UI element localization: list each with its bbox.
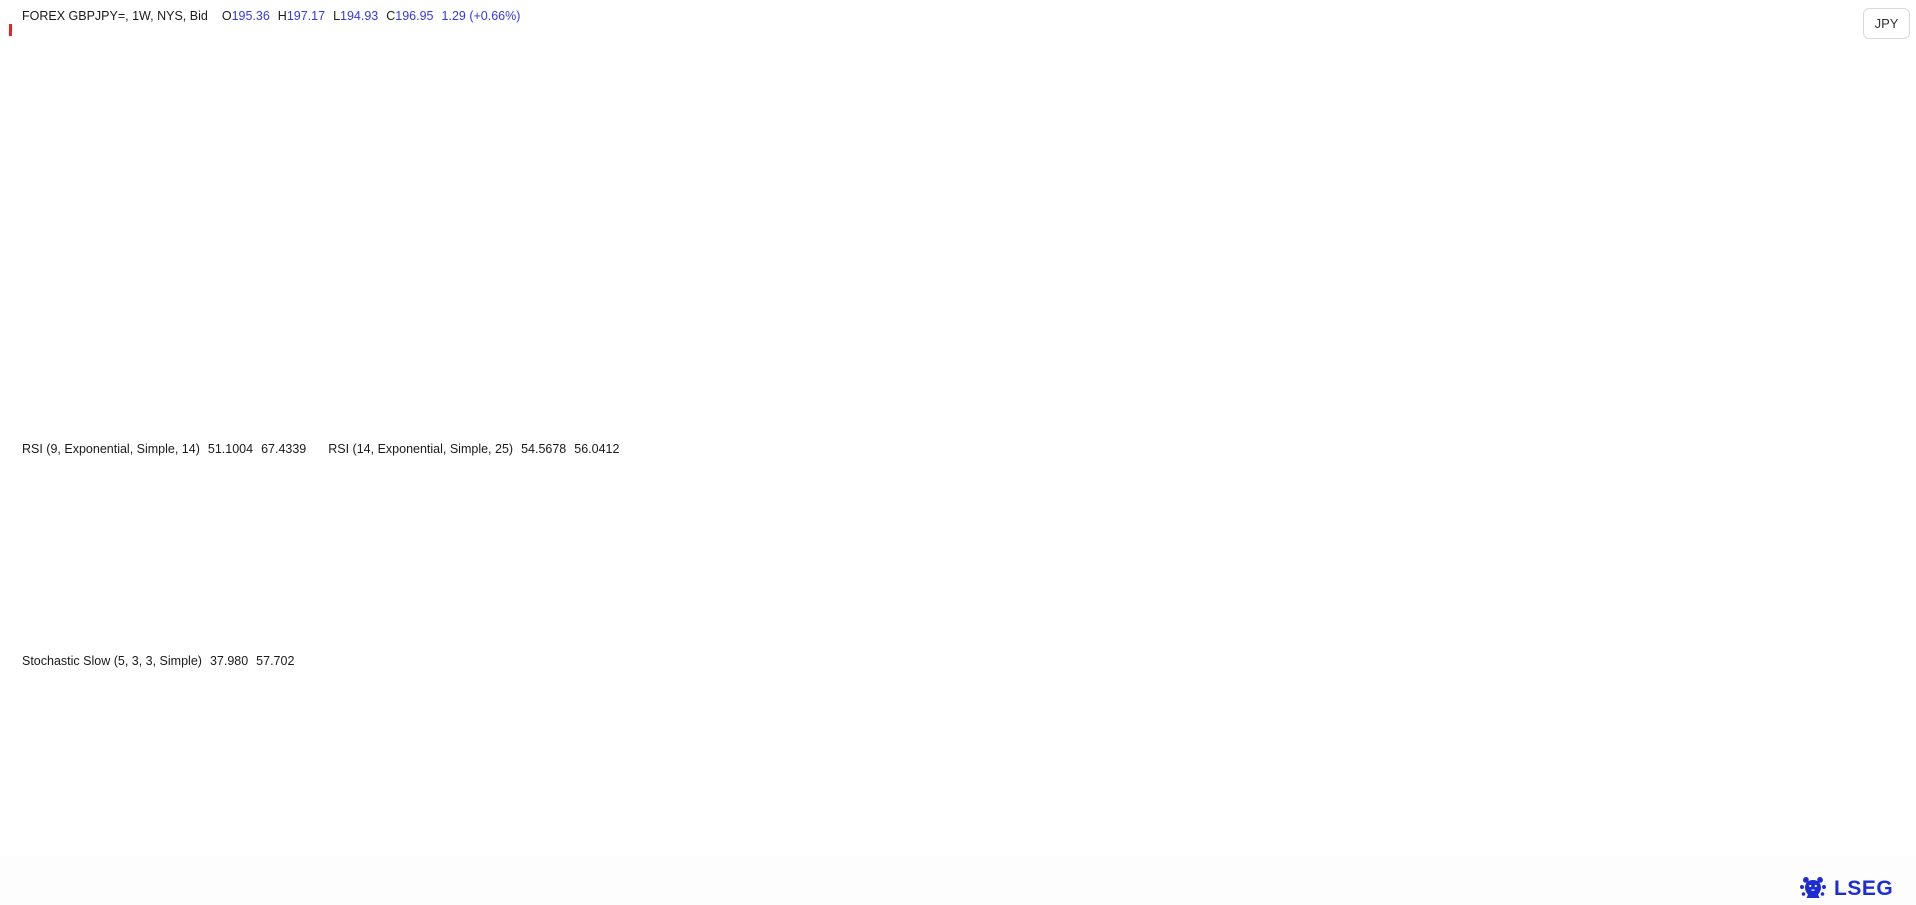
high-label: H [277,9,287,23]
stochastic-legend-label: Stochastic Slow (5, 3, 3, Simple) [22,654,202,668]
rsi-legend[interactable]: RSI (9, Exponential, Simple, 14) 51.1004… [22,442,619,456]
close-label: C [386,9,396,23]
low-label: L [333,9,341,23]
time-axis-bar [0,856,1916,905]
stochastic-value-1: 37.980 [209,654,249,668]
rsi-value-4: 56.0412 [574,442,620,456]
stochastic-value-2: 57.702 [256,654,295,668]
time-axis-labels [0,856,1856,880]
rsi-legend-label-2: RSI (14, Exponential, Simple, 25) [328,442,514,456]
rsi-value-1: 51.1004 [207,442,254,456]
ohlc-readout: O195.36 H197.17 L194.93 C196.95 1.29 (+0… [222,9,521,23]
lseg-logo-text: LSEG [1834,876,1894,900]
lseg-crest-icon [1800,877,1826,898]
stochastic-legend[interactable]: Stochastic Slow (5, 3, 3, Simple) 37.980… [22,654,294,668]
rsi-value-2: 67.4339 [261,442,307,456]
open-label: O [221,9,232,23]
lseg-logo: LSEG [1798,875,1893,902]
open-value: 195.36 [231,9,270,23]
close-value: 196.95 [395,9,434,23]
instrument-legend: FOREX GBPJPY=, 1W, NYS, Bid O195.36 H197… [22,9,544,23]
rsi-legend-label-1: RSI (9, Exponential, Simple, 14) [22,442,200,456]
high-value: 197.17 [286,9,326,23]
net-change: 1.29 (+0.66%) [441,9,521,23]
rsi-value-3: 54.5678 [521,442,567,456]
instrument-title[interactable]: FOREX GBPJPY=, 1W, NYS, Bid [22,9,208,23]
currency-axis-button[interactable]: JPY [1863,8,1910,39]
low-value: 194.93 [340,9,379,23]
red-marker [9,24,12,36]
